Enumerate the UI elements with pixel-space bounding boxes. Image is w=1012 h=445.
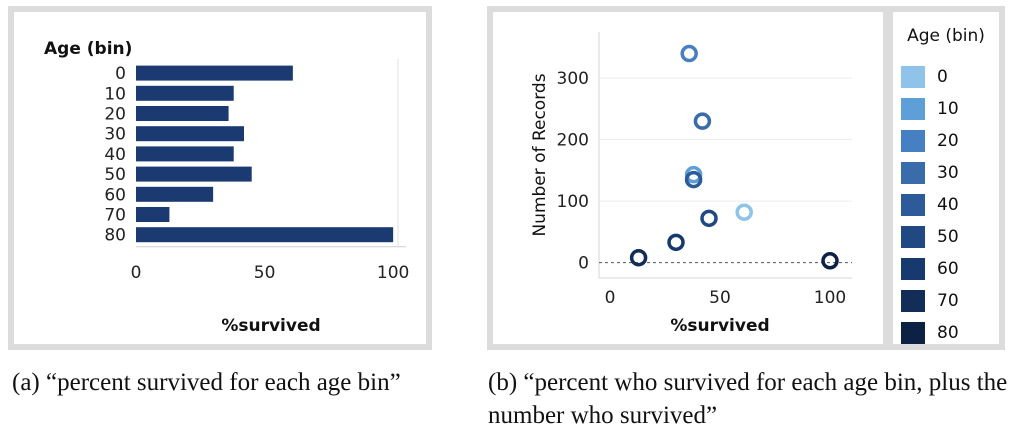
legend-swatch: [901, 290, 925, 312]
legend-swatch: [901, 322, 925, 344]
bar-30: [136, 126, 244, 142]
y-tick-label: 0: [578, 254, 589, 274]
legend-label: 30: [937, 163, 959, 183]
legend: Age (bin) 0 10 20 30 40 50 60 70 80: [893, 12, 999, 344]
bar-70: [136, 207, 170, 222]
point-age-70: [629, 248, 648, 267]
legend-label: 20: [937, 131, 959, 151]
point-age-50: [700, 209, 718, 228]
x-tick-label: 0: [131, 263, 142, 283]
legend-title: Age (bin): [907, 26, 985, 46]
x-tick-label: 50: [709, 288, 731, 308]
legend-item-30: 30: [901, 161, 959, 185]
point-age-60: [667, 233, 685, 252]
point-age-80: [821, 252, 839, 270]
point-age-30: [693, 112, 712, 130]
y-tick-label: 50: [104, 165, 126, 185]
point-age-0: [735, 203, 753, 221]
panel-b: 0 100 200 300 0 50 100 %survived Number of Recor…: [487, 6, 1005, 350]
y-tick-label: 30: [104, 125, 126, 145]
y-axis-title: Age (bin): [44, 39, 132, 59]
y-tick-label: 40: [104, 145, 126, 165]
legend-item-80: 80: [901, 321, 959, 345]
x-axis-title: %survived: [221, 316, 320, 336]
legend-swatch: [901, 66, 925, 88]
bar-40: [136, 146, 234, 162]
y-tick-label: 80: [104, 226, 126, 246]
bar-60: [136, 186, 214, 202]
legend-label: 70: [937, 291, 959, 311]
legend-swatch: [901, 98, 925, 120]
bar-chart-area: Age (bin) 0 10 20 30 40 50 60 70 80 0 50 100 %survive…: [14, 12, 426, 344]
x-tick-label: 0: [605, 288, 616, 308]
legend-swatch: [901, 130, 925, 152]
y-tick-label: 10: [104, 84, 126, 104]
y-tick-label: 20: [104, 105, 126, 125]
y-tick-label: 0: [115, 64, 126, 84]
legend-swatch: [901, 258, 925, 280]
legend-label: 10: [937, 99, 959, 119]
y-tick-label: 200: [557, 131, 589, 151]
legend-swatch: [901, 162, 925, 184]
legend-item-0: 0: [901, 65, 948, 89]
caption-b: (b) “percent who survived for each age b…: [488, 369, 1008, 429]
y-tick-label: 100: [557, 192, 589, 212]
legend-swatch: [901, 226, 925, 248]
x-axis-title: %survived: [670, 316, 769, 336]
bar-80: [136, 227, 394, 243]
legend-label: 40: [937, 195, 959, 215]
panel-a: Age (bin) 0 10 20 30 40 50 60 70 80 0 50 100 %survive…: [8, 6, 432, 350]
legend-item-10: 10: [901, 97, 959, 121]
legend-item-20: 20: [901, 129, 959, 153]
y-axis-title: Number of Records: [530, 73, 550, 236]
bar-0: [136, 65, 293, 81]
x-tick-label: 100: [377, 263, 409, 283]
point-age-40: [684, 170, 703, 189]
bar-50: [136, 166, 252, 182]
legend-label: 50: [937, 227, 959, 247]
legend-item-50: 50: [901, 225, 959, 249]
x-tick-label: 50: [254, 263, 276, 283]
legend-swatch: [901, 194, 925, 216]
bar-20: [136, 106, 229, 121]
legend-item-40: 40: [901, 193, 959, 217]
bar-10: [136, 85, 234, 101]
legend-item-70: 70: [901, 289, 959, 313]
legend-label: 60: [937, 259, 959, 279]
caption-a: (a) “percent survived for each age bin”: [12, 369, 401, 396]
legend-label: 0: [937, 67, 948, 87]
y-tick-label: 70: [104, 206, 126, 226]
scatter-chart-area: 0 100 200 300 0 50 100 %survived Number of Recor…: [493, 12, 883, 344]
y-tick-label: 60: [104, 185, 126, 205]
x-tick-label: 100: [814, 288, 846, 308]
legend-item-60: 60: [901, 257, 959, 281]
point-age-20: [680, 44, 698, 63]
y-tick-label: 300: [557, 69, 589, 89]
scatter-chart: 0 100 200 300 0 50 100 %survived Number of Recor…: [530, 32, 852, 336]
legend-label: 80: [937, 323, 959, 343]
